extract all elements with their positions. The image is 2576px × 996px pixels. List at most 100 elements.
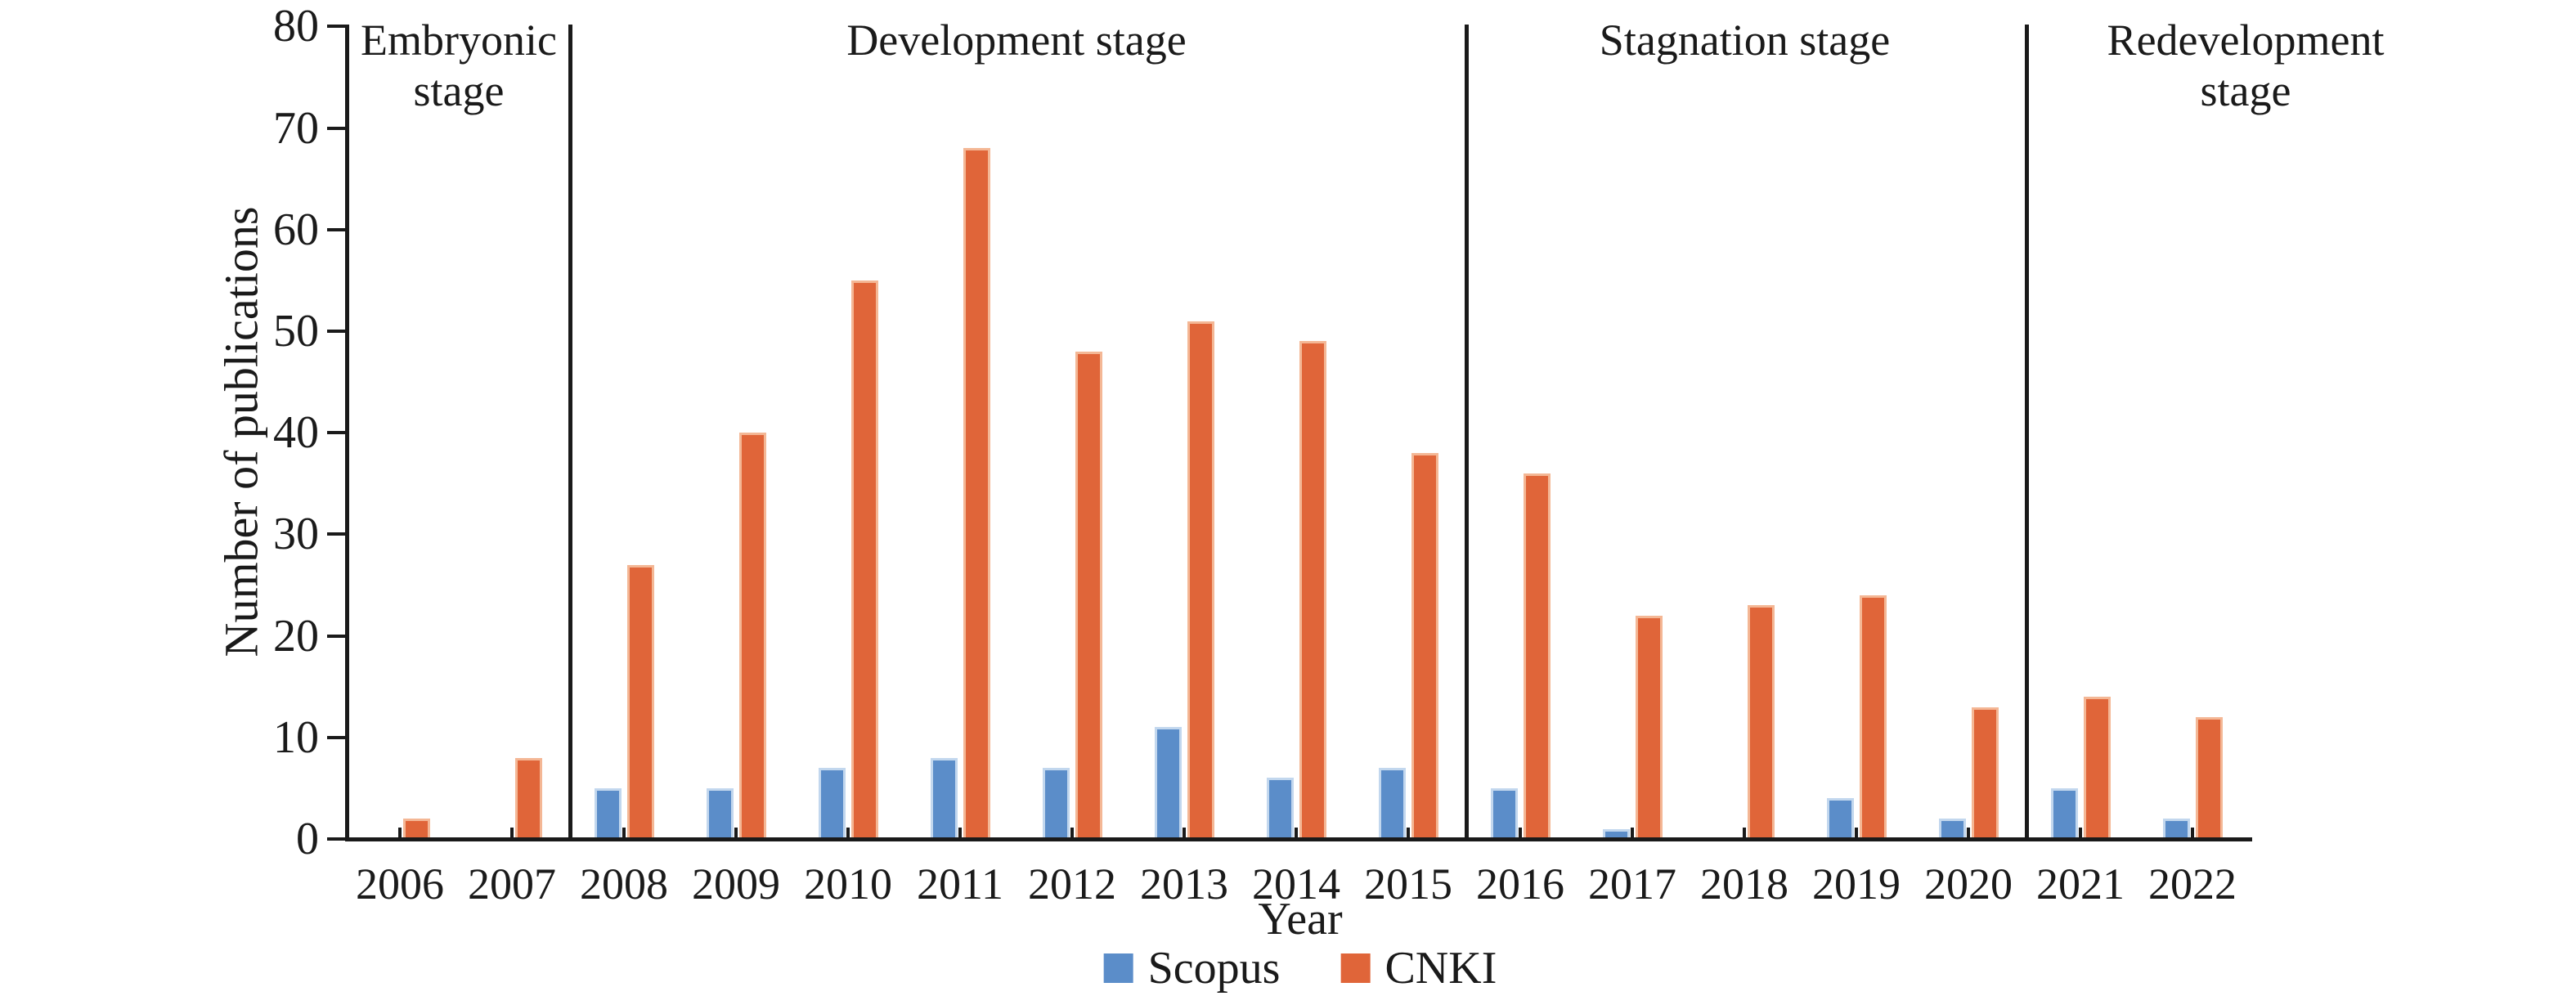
x-tick-2018 — [1743, 828, 1746, 839]
y-tick-20 — [327, 634, 345, 638]
x-tick-label-2014: 2014 — [1252, 859, 1340, 909]
bar-scopus-2019 — [1827, 798, 1854, 839]
x-tick-label-2020: 2020 — [1924, 859, 2013, 909]
x-axis-title: Year — [1258, 894, 1343, 944]
bar-scopus-2017 — [1603, 829, 1630, 839]
x-tick-2011 — [958, 828, 962, 839]
bar-cnki-2013 — [1187, 321, 1214, 839]
bar-scopus-2012 — [1043, 768, 1070, 839]
x-tick-label-2017: 2017 — [1588, 859, 1676, 909]
x-tick-label-2012: 2012 — [1028, 859, 1116, 909]
bar-scopus-2020 — [1939, 819, 1966, 839]
bar-scopus-2008 — [595, 788, 622, 839]
bar-cnki-2006 — [403, 819, 430, 839]
x-tick-label-2013: 2013 — [1140, 859, 1228, 909]
x-tick-label-2019: 2019 — [1812, 859, 1901, 909]
bar-cnki-2017 — [1636, 616, 1663, 839]
stage-label-2: Development stage — [846, 16, 1187, 65]
bar-scopus-2014 — [1267, 778, 1294, 839]
x-tick-label-2018: 2018 — [1700, 859, 1788, 909]
y-tick-30 — [327, 532, 345, 536]
x-tick-2016 — [1519, 828, 1522, 839]
legend-label-scopus: Scopus — [1147, 943, 1281, 994]
bar-cnki-2007 — [515, 758, 542, 839]
x-tick-2020 — [1967, 828, 1970, 839]
x-tick-label-2011: 2011 — [917, 859, 1003, 909]
x-tick-label-2016: 2016 — [1476, 859, 1564, 909]
bar-cnki-2014 — [1299, 341, 1326, 839]
y-axis-line — [345, 25, 349, 841]
y-tick-label-0: 0 — [296, 814, 319, 864]
x-tick-2013 — [1183, 828, 1186, 839]
stage-divider-2 — [1465, 25, 1469, 840]
x-tick-label-2021: 2021 — [2036, 859, 2125, 909]
y-tick-label-80: 80 — [273, 1, 319, 52]
y-tick-70 — [327, 126, 345, 130]
bar-cnki-2020 — [1972, 707, 1999, 839]
bar-cnki-2022 — [2196, 717, 2223, 839]
x-tick-2006 — [398, 828, 402, 839]
x-tick-label-2007: 2007 — [468, 859, 556, 909]
bar-scopus-2011 — [931, 758, 958, 839]
legend-swatch-cnki — [1340, 953, 1371, 983]
stage-label-4: Redevelopment stage — [2107, 16, 2385, 115]
x-tick-2015 — [1407, 828, 1410, 839]
legend-swatch-scopus — [1103, 953, 1133, 983]
x-tick-2014 — [1295, 828, 1298, 839]
x-tick-label-2022: 2022 — [2148, 859, 2237, 909]
bar-cnki-2009 — [739, 433, 766, 839]
x-tick-2017 — [1631, 828, 1634, 839]
y-tick-label-60: 60 — [273, 204, 319, 255]
x-tick-label-2009: 2009 — [692, 859, 780, 909]
bar-cnki-2008 — [627, 565, 654, 839]
x-tick-2022 — [2191, 828, 2194, 839]
x-tick-2010 — [846, 828, 850, 839]
y-tick-label-30: 30 — [273, 509, 319, 560]
bar-cnki-2012 — [1075, 352, 1102, 839]
legend: Scopus CNKI — [1103, 943, 1497, 994]
x-tick-label-2008: 2008 — [580, 859, 668, 909]
y-tick-label-40: 40 — [273, 407, 319, 459]
stage-divider-3 — [2025, 25, 2029, 840]
bar-scopus-2010 — [819, 768, 846, 839]
y-tick-10 — [327, 735, 345, 739]
stage-label-1: Embryonic stage — [361, 16, 557, 115]
x-axis-line — [345, 837, 2252, 841]
bar-cnki-2018 — [1748, 605, 1775, 839]
bar-scopus-2013 — [1155, 727, 1182, 839]
bar-scopus-2016 — [1491, 788, 1518, 839]
bar-cnki-2010 — [851, 280, 878, 839]
bar-cnki-2015 — [1411, 453, 1438, 839]
x-tick-label-2015: 2015 — [1364, 859, 1452, 909]
bar-cnki-2019 — [1860, 595, 1887, 839]
x-tick-label-2006: 2006 — [356, 859, 444, 909]
bar-cnki-2021 — [2084, 697, 2111, 839]
x-tick-2012 — [1070, 828, 1074, 839]
bar-scopus-2009 — [707, 788, 734, 839]
stage-divider-1 — [568, 25, 572, 840]
bar-cnki-2016 — [1524, 473, 1551, 839]
y-tick-label-20: 20 — [273, 610, 319, 662]
bar-scopus-2021 — [2051, 788, 2078, 839]
bar-scopus-2015 — [1379, 768, 1406, 839]
y-tick-0 — [327, 837, 345, 841]
bar-scopus-2022 — [2163, 819, 2190, 839]
x-tick-2021 — [2079, 828, 2082, 839]
legend-label-cnki: CNKI — [1384, 943, 1497, 994]
stage-label-3: Stagnation stage — [1599, 16, 1891, 65]
y-tick-50 — [327, 330, 345, 333]
y-tick-40 — [327, 431, 345, 435]
legend-item-cnki: CNKI — [1340, 945, 1497, 991]
y-tick-label-50: 50 — [273, 306, 319, 357]
x-tick-2008 — [622, 828, 626, 839]
legend-item-scopus: Scopus — [1103, 943, 1281, 994]
y-tick-80 — [327, 25, 345, 29]
x-tick-2019 — [1855, 828, 1858, 839]
bar-cnki-2011 — [963, 148, 990, 839]
x-tick-2007 — [510, 828, 514, 839]
y-tick-label-70: 70 — [273, 102, 319, 154]
y-tick-label-10: 10 — [273, 711, 319, 763]
x-tick-2009 — [734, 828, 738, 839]
y-tick-60 — [327, 227, 345, 231]
